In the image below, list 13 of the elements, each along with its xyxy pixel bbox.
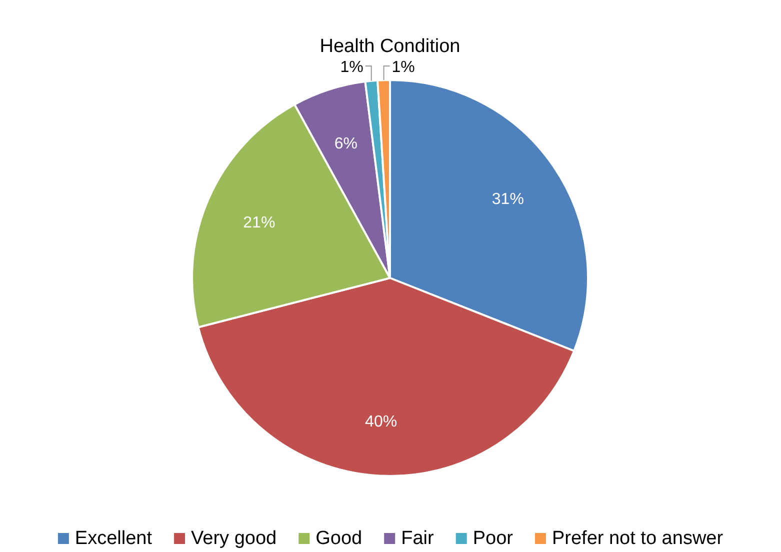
legend-label: Prefer not to answer [552, 528, 724, 549]
legend-label: Excellent [74, 528, 153, 549]
data-label: 1% [340, 59, 364, 76]
legend-label: Fair [401, 528, 434, 549]
legend-label: Very good [191, 528, 277, 549]
data-label: 1% [392, 59, 415, 76]
legend-label: Poor [472, 528, 514, 549]
legend-label: Good [316, 528, 362, 549]
data-label: 31% [492, 190, 524, 208]
chart-title: Health Condition [320, 36, 460, 57]
data-label: 6% [334, 135, 358, 152]
data-label: 40% [365, 413, 398, 430]
data-label: 21% [243, 214, 276, 232]
